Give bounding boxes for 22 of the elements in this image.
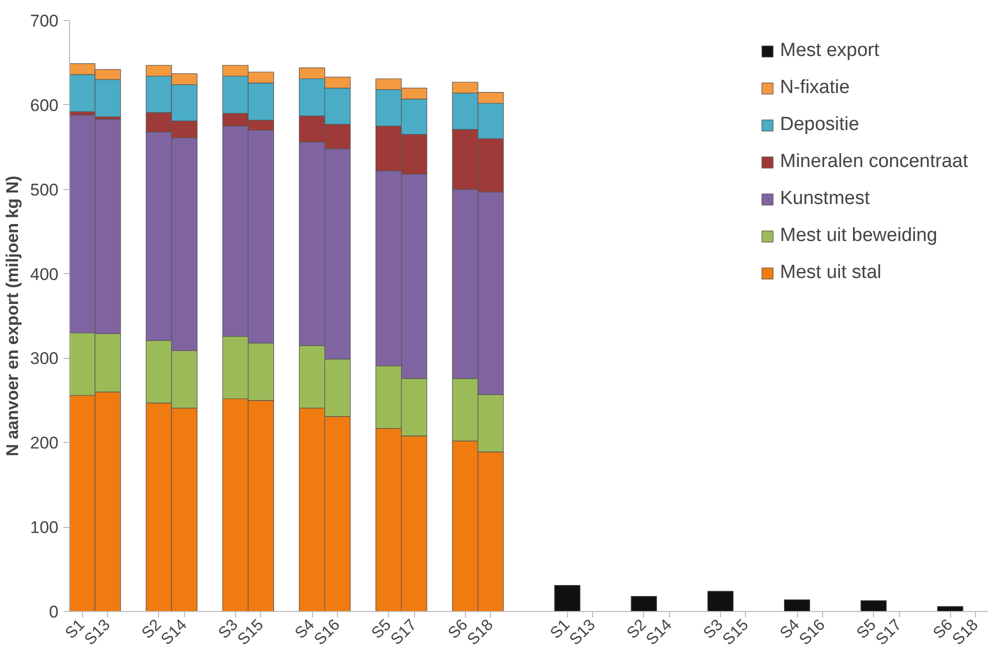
legend-label: Kunstmest [780, 188, 870, 210]
bar [630, 596, 657, 612]
bar [707, 590, 734, 612]
bar [554, 585, 580, 612]
y-tick-label: 300 [30, 349, 59, 368]
legend-label: Mest uit beweiding [780, 225, 938, 247]
legend-label: Mest uit stal [780, 262, 882, 284]
y-tick-label: 700 [30, 12, 59, 30]
bar [784, 599, 810, 612]
y-tick-label: 600 [30, 96, 59, 115]
y-axis-title: N aanvoer en export (miljoen kg N) [3, 176, 22, 456]
legend-label: Mineralen concentraat [780, 151, 968, 173]
bar [860, 600, 887, 612]
y-tick-label: 100 [30, 518, 59, 538]
legend-label: Mest export [780, 40, 880, 62]
legend-label: N-fixatie [780, 77, 850, 99]
bar [937, 606, 964, 612]
legend-label: Depositie [780, 114, 860, 136]
y-tick-label: 0 [49, 602, 59, 622]
y-tick-label: 400 [30, 264, 59, 284]
y-tick-label: 200 [30, 434, 59, 453]
y-tick-label: 500 [30, 180, 59, 200]
